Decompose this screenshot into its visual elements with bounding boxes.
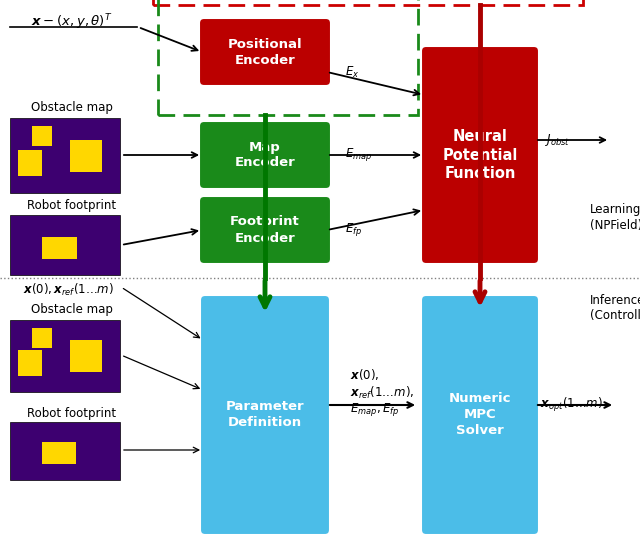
FancyBboxPatch shape <box>32 126 52 146</box>
Text: $\boldsymbol{x}_{opt}(1\ldots m)$: $\boldsymbol{x}_{opt}(1\ldots m)$ <box>540 396 603 414</box>
FancyBboxPatch shape <box>10 118 120 193</box>
FancyBboxPatch shape <box>10 320 120 392</box>
Text: $E_{fp}$: $E_{fp}$ <box>345 222 362 238</box>
Text: Numeric
MPC
Solver: Numeric MPC Solver <box>449 393 511 438</box>
Text: (Controller): (Controller) <box>590 310 640 323</box>
Text: $\boldsymbol{x}-(x,y,\theta)^T$: $\boldsymbol{x}-(x,y,\theta)^T$ <box>31 12 113 32</box>
Text: $J_{obst}$: $J_{obst}$ <box>545 132 570 148</box>
Text: Inference: Inference <box>590 294 640 306</box>
FancyBboxPatch shape <box>421 46 539 264</box>
Text: Robot footprint: Robot footprint <box>28 406 116 420</box>
Text: Positional
Encoder: Positional Encoder <box>228 38 302 67</box>
Text: Obstacle map: Obstacle map <box>31 102 113 114</box>
Text: Neural
Potential
Function: Neural Potential Function <box>442 129 518 181</box>
Text: Footprint
Encoder: Footprint Encoder <box>230 216 300 245</box>
Text: (NPField): (NPField) <box>590 218 640 231</box>
FancyBboxPatch shape <box>10 422 120 480</box>
FancyBboxPatch shape <box>421 295 539 535</box>
FancyBboxPatch shape <box>70 340 102 372</box>
Text: $\boldsymbol{x}(0),$: $\boldsymbol{x}(0),$ <box>350 368 380 382</box>
Text: $\boldsymbol{x}(0), \boldsymbol{x}_{ref}(1\ldots m)$: $\boldsymbol{x}(0), \boldsymbol{x}_{ref}… <box>22 282 113 298</box>
FancyBboxPatch shape <box>42 442 76 464</box>
FancyBboxPatch shape <box>199 121 331 189</box>
Text: Parameter
Definition: Parameter Definition <box>226 400 304 429</box>
FancyBboxPatch shape <box>42 237 77 259</box>
FancyBboxPatch shape <box>18 350 42 376</box>
FancyBboxPatch shape <box>18 150 42 176</box>
FancyBboxPatch shape <box>200 295 330 535</box>
Text: $E_x$: $E_x$ <box>345 65 360 79</box>
FancyBboxPatch shape <box>32 328 52 348</box>
Text: Robot footprint: Robot footprint <box>28 199 116 212</box>
Text: Obstacle map: Obstacle map <box>31 304 113 317</box>
Text: Learning: Learning <box>590 203 640 217</box>
Text: $E_{map}, E_{fp}$: $E_{map}, E_{fp}$ <box>350 401 399 418</box>
Text: Map
Encoder: Map Encoder <box>235 141 296 170</box>
FancyBboxPatch shape <box>70 140 102 172</box>
FancyBboxPatch shape <box>199 196 331 264</box>
FancyBboxPatch shape <box>10 215 120 275</box>
FancyBboxPatch shape <box>199 18 331 86</box>
Bar <box>158 0 418 115</box>
Text: $E_{map}$: $E_{map}$ <box>345 147 372 164</box>
Bar <box>153 0 583 5</box>
Text: $\boldsymbol{x}_{ref}(1\ldots m),$: $\boldsymbol{x}_{ref}(1\ldots m),$ <box>350 385 414 401</box>
